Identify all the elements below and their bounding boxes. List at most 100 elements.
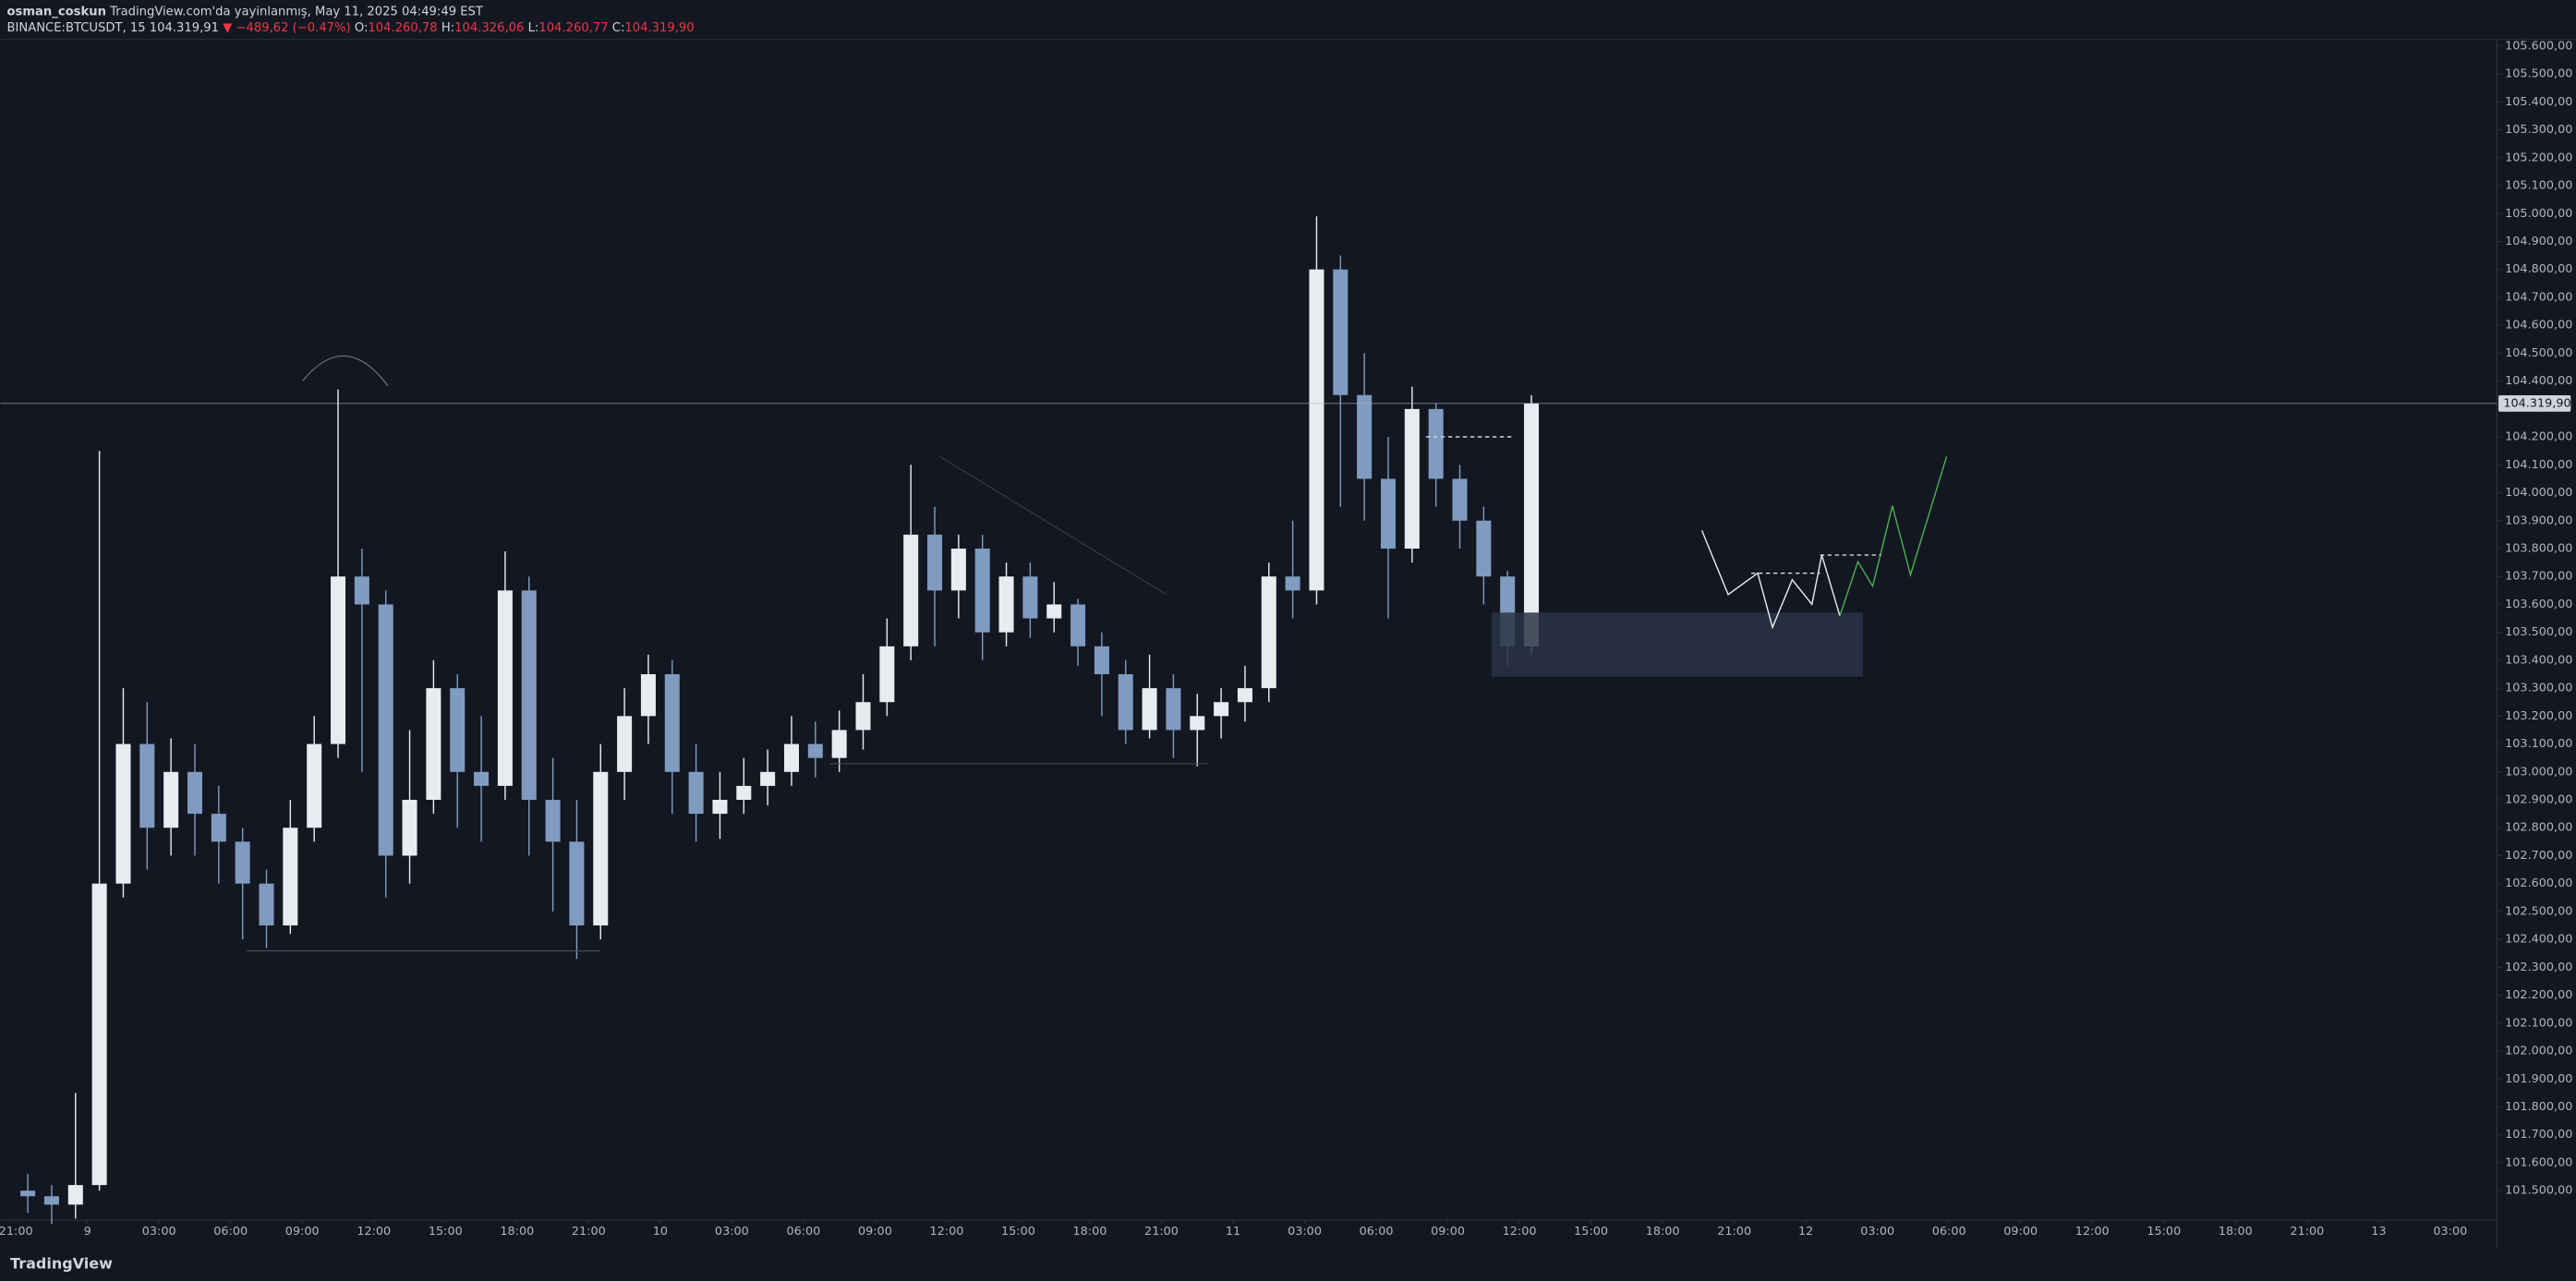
change: ▼ −489,62 (−0.47%) — [223, 21, 350, 35]
y-tick-label: 105.200,00 — [2505, 151, 2572, 164]
x-tick-label: 03:00 — [1860, 1225, 1894, 1239]
last-price: 104.319,91 — [150, 21, 219, 35]
y-tick-label: 104.200,00 — [2505, 430, 2572, 444]
x-tick-label: 09:00 — [858, 1225, 892, 1239]
candle-body — [1190, 716, 1205, 731]
candle-body — [831, 730, 847, 758]
candle-body — [1333, 269, 1348, 395]
x-tick-label: 21:00 — [1144, 1225, 1179, 1239]
y-tick-label: 103.300,00 — [2505, 682, 2572, 695]
x-tick-label: 10 — [653, 1225, 668, 1239]
candle-body — [1261, 576, 1276, 689]
plot — [20, 216, 1540, 1225]
y-tick-label: 102.300,00 — [2505, 961, 2572, 974]
y-tick-label: 105.400,00 — [2505, 95, 2572, 109]
y-tick-label: 101.700,00 — [2505, 1128, 2572, 1142]
drawings — [247, 355, 1948, 952]
x-tick-label: 18:00 — [1073, 1225, 1107, 1239]
candle-body — [474, 771, 490, 786]
candle-body — [331, 576, 346, 744]
candle-body — [1452, 478, 1468, 521]
candle-body — [259, 883, 274, 926]
y-tick-label: 101.900,00 — [2505, 1072, 2572, 1086]
y-tick-label: 105.100,00 — [2505, 179, 2572, 193]
candle-body — [91, 883, 107, 1186]
price-label-box — [2498, 394, 2571, 412]
candle-body — [1404, 408, 1420, 549]
candle-body — [139, 743, 155, 828]
x-tick-label: 15:00 — [1574, 1225, 1608, 1239]
y-tick-label: 101.800,00 — [2505, 1100, 2572, 1114]
candle-body — [354, 576, 369, 605]
x-tick-label: 12:00 — [2075, 1225, 2110, 1239]
candle-body — [593, 771, 609, 926]
x-tick-label: 03:00 — [715, 1225, 749, 1239]
candle-body — [688, 771, 704, 815]
candle-body — [402, 800, 417, 856]
l-label: L: — [528, 21, 539, 35]
candle-body — [1380, 478, 1396, 549]
published: TradingView.com'da yayinlanmış, May 11, … — [109, 5, 484, 18]
candle-body — [43, 1196, 59, 1205]
y-tick-label: 101.500,00 — [2505, 1184, 2572, 1198]
candle-body — [1309, 269, 1324, 591]
candle-body — [426, 688, 441, 801]
y-tick-label: 103.000,00 — [2505, 765, 2572, 779]
y-tick-label: 103.900,00 — [2505, 514, 2572, 527]
y-tick-label: 102.100,00 — [2505, 1016, 2572, 1030]
x-tick-label: 15:00 — [1001, 1225, 1035, 1239]
candle-body — [1022, 576, 1038, 619]
x-tick-label: 09:00 — [2003, 1225, 2038, 1239]
candle-body — [1094, 646, 1109, 674]
y-tick-label: 103.400,00 — [2505, 653, 2572, 667]
x-tick-label: 12:00 — [1503, 1225, 1537, 1239]
h-label: H: — [441, 21, 454, 35]
candle-body — [307, 743, 322, 828]
y-tick-label: 104.700,00 — [2505, 290, 2572, 304]
candle-body — [617, 716, 633, 772]
y-tick-label: 103.100,00 — [2505, 737, 2572, 751]
candle-body — [1142, 688, 1157, 731]
y-tick-label: 102.200,00 — [2505, 988, 2572, 1002]
x-tick-label: 06:00 — [786, 1225, 820, 1239]
candle-body — [783, 743, 799, 772]
candle-body — [640, 673, 656, 717]
y-tick-label: 103.800,00 — [2505, 541, 2572, 555]
x-tick-label: 21:00 — [1717, 1225, 1751, 1239]
y-tick-label: 105.500,00 — [2505, 67, 2572, 81]
candle-body — [497, 590, 513, 786]
legend-line: BINANCE:BTCUSDT, 15 104.319,91 ▼ −489,62… — [7, 21, 695, 35]
candle-body — [450, 688, 466, 772]
x-tick-label: 12 — [1798, 1225, 1813, 1239]
candle-body — [283, 828, 298, 926]
x-tick-label: 13 — [2371, 1225, 2386, 1239]
candle-body — [235, 841, 250, 884]
y-tick-label: 105.300,00 — [2505, 123, 2572, 137]
x-tick-label: 03:00 — [1288, 1225, 1322, 1239]
candle-body — [1237, 688, 1252, 703]
x-tick-label: 21:00 — [572, 1225, 606, 1239]
y-tick-label: 103.500,00 — [2505, 625, 2572, 639]
x-tick-label: 21:00 — [2290, 1225, 2324, 1239]
o-value: 104.260,78 — [368, 21, 437, 35]
candle-body — [664, 673, 680, 772]
y-tick-label: 104.000,00 — [2505, 486, 2572, 500]
candle-body — [521, 590, 537, 801]
x-tick-label: 15:00 — [429, 1225, 463, 1239]
y-tick-label: 102.000,00 — [2505, 1045, 2572, 1058]
candle-body — [1428, 408, 1444, 479]
x-tick-label: 03:00 — [2433, 1225, 2467, 1239]
candle-body — [1214, 702, 1229, 717]
candle-body — [1166, 688, 1181, 731]
y-tick-label: 104.900,00 — [2505, 235, 2572, 248]
x-tick-label: 21:00 — [0, 1225, 33, 1239]
candle-body — [67, 1185, 83, 1205]
candle-body — [879, 646, 895, 703]
x-tick-label: 09:00 — [285, 1225, 320, 1239]
candle-body — [569, 841, 585, 926]
y-tick-label: 104.100,00 — [2505, 458, 2572, 472]
candle-body — [855, 702, 871, 731]
candle-body — [1524, 403, 1540, 647]
